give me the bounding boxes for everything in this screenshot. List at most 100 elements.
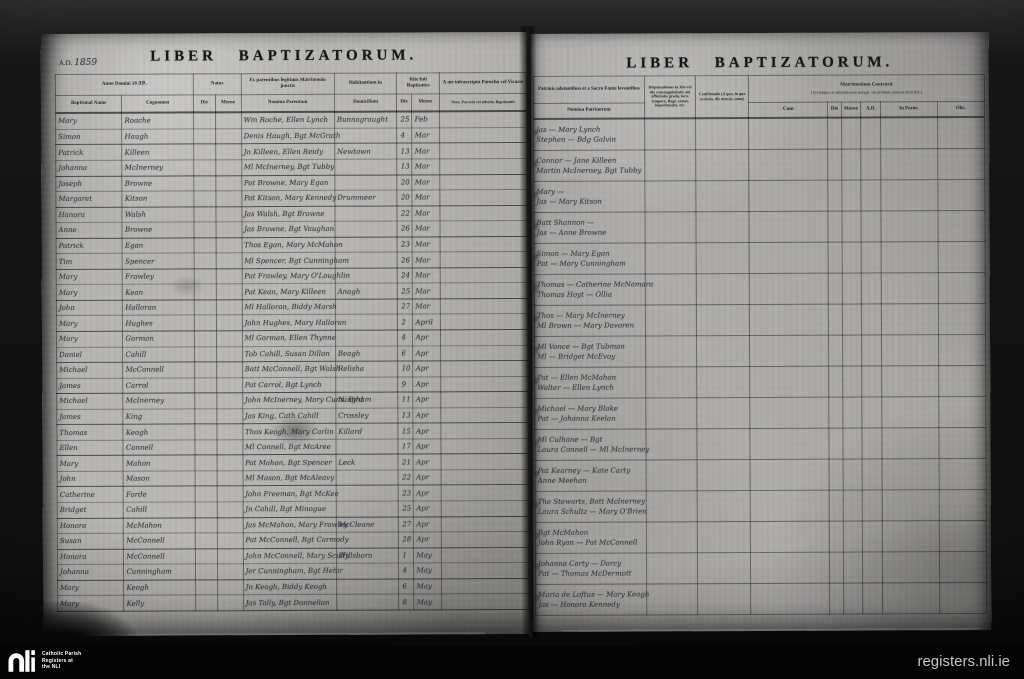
sponsor-row: Thomas — Catherine McNamara Thomas Hoyt —… xyxy=(534,271,986,305)
cell-sponsors: Jas — Mary Lynch Stephen — Bdg Galvin xyxy=(533,118,645,150)
cell-baptized-die: 22 xyxy=(398,469,413,486)
cell-name: Honora xyxy=(57,517,124,534)
cell-minister xyxy=(440,158,527,175)
right-page-title: LIBER BAPTIZATORUM. xyxy=(626,54,894,72)
cell-natus-mense xyxy=(215,112,242,129)
header-marriage-ad: A.D. xyxy=(860,101,881,118)
sponsor-row: Pat Kearney — Kate Carty Anne Meehan xyxy=(535,457,987,491)
cell-parents: Ml Halloran, Biddy Marsh xyxy=(241,299,337,316)
cell-baptized-die: 20 xyxy=(397,174,412,191)
header-confirmatio: Confirmatio (A quo, in qua ecclesia, die… xyxy=(695,75,749,119)
cell-name: Mary xyxy=(57,455,124,472)
cell-baptized-mense: Mar xyxy=(411,158,441,175)
cell-domicile xyxy=(334,221,398,238)
cell-parish xyxy=(881,272,938,304)
cell-parents: Jn Keogh, Biddy Keogh xyxy=(243,579,337,596)
cell-baptized-mense: April xyxy=(411,314,441,330)
baptism-row: Michael McInerney John McInerney, Mary Cun… xyxy=(56,391,528,410)
cell-surname: McMahon xyxy=(123,517,196,534)
cell-confirmation xyxy=(696,149,749,181)
left-page-title: LIBER BAPTIZATORUM. xyxy=(150,47,418,65)
cell-obs xyxy=(937,178,985,211)
cell-minister xyxy=(440,376,528,393)
cell-domicile xyxy=(335,438,399,455)
cell-minister xyxy=(440,205,528,222)
cell-surname: Spencer xyxy=(122,253,195,270)
header-marriage-die: Die xyxy=(827,102,842,118)
cell-natus-mense xyxy=(216,439,243,456)
cell-natus-die xyxy=(194,253,216,269)
cell-baptized-mense: Apr xyxy=(412,345,441,362)
cell-name: Ellen xyxy=(56,440,124,456)
cell-confirmation xyxy=(696,180,750,212)
cell-ad xyxy=(861,241,882,273)
header-natus-die: Die xyxy=(193,94,216,113)
cell-name: Johanna xyxy=(55,160,123,177)
cell-minister xyxy=(441,422,528,439)
baptism-row: James Carrol Pat Carrol, Bgt Lynch 9 Apr xyxy=(56,376,528,394)
sponsor-line: Laura Connell — Ml McInerney xyxy=(537,444,650,454)
cell-ad xyxy=(862,427,883,459)
left-page-bottom-edge xyxy=(55,632,486,637)
cell-parish xyxy=(882,458,939,490)
cell-parents: Ml Gorman, Ellen Thynne xyxy=(242,330,336,347)
sponsor-line: Jas — Mary Kitson xyxy=(536,197,602,206)
cell-cum xyxy=(750,427,830,460)
cell-surname: Killeen xyxy=(122,144,194,161)
baptism-row: Joseph Browne Pat Browne, Mary Egan 20 Mar xyxy=(55,174,527,192)
cell-parents: Thos Egan, Mary McMahon xyxy=(241,237,343,253)
cell-surname: Forde xyxy=(123,486,196,503)
cell-baptized-mense: Mar xyxy=(411,252,441,268)
cell-baptized-mense: Mar xyxy=(411,205,441,222)
cell-name: Mary xyxy=(57,595,125,612)
cell-ad xyxy=(862,582,883,614)
cell-baptized-mense: Mar xyxy=(411,267,441,284)
baptism-row: Johanna McInerney Ml McInerney, Bgt Tubby 1… xyxy=(55,158,527,177)
cell-natus-die xyxy=(194,330,217,347)
cell-natus-mense xyxy=(215,144,242,160)
cell-minister xyxy=(439,142,527,159)
cell-domicile: Bunnagraught xyxy=(334,111,398,129)
cell-minister xyxy=(439,110,527,128)
cell-dispensations xyxy=(645,397,698,429)
cell-parents: Ml Connell, Bgt McAree xyxy=(242,439,336,456)
cell-confirmation xyxy=(697,552,751,584)
cell-baptized-die: 4 xyxy=(397,127,412,144)
cell-minister xyxy=(440,282,528,299)
sponsor-line: Jas — Honora Kennedy xyxy=(538,600,620,609)
cell-surname: Cahill xyxy=(123,501,196,518)
baptism-row: Mary Frawley Pat Frawley, Mary O'Loughlin 2… xyxy=(56,267,528,285)
cell-natus-mense xyxy=(216,392,243,409)
left-table-header: Anno Domini 18 59. Natus Ex parentibus l… xyxy=(55,72,527,114)
header-natus: Natus xyxy=(193,73,241,95)
cell-natus-die xyxy=(194,408,217,425)
cell-minister xyxy=(441,469,529,486)
cell-baptized-die: 13 xyxy=(397,143,412,160)
header-dispensationes: Dispensationes in 3tio vel 4to consangui… xyxy=(644,75,696,119)
left-table-body: Mary Roache Wm Roche, Ellen Lynch Bunnagrau… xyxy=(55,110,529,612)
cell-minister xyxy=(440,236,528,253)
cell-domicile: Beagh xyxy=(335,345,399,362)
cell-sponsors: Thomas — Catherine McNamara Thomas Hoyt —… xyxy=(534,273,653,305)
cell-baptized-die: 15 xyxy=(398,423,413,439)
sponsor-row: Jas — Mary Lynch Stephen — Bdg Galvin xyxy=(533,116,985,150)
cell-cum xyxy=(749,303,829,336)
cell-baptized-die: 8 xyxy=(399,594,414,611)
cell-natus-mense xyxy=(216,361,243,378)
baptism-row: John Halloran Ml Halloran, Biddy Marsh 27 Ma… xyxy=(56,298,528,316)
cell-minister xyxy=(441,438,529,455)
cell-die xyxy=(829,489,843,521)
cell-die xyxy=(828,334,843,366)
sponsor-row: Connor — Jane Killeen Martin McInerney, B… xyxy=(533,147,985,181)
cell-minister xyxy=(440,174,527,190)
cell-parents: Jas Browne, Bgt Vaughan xyxy=(241,221,335,238)
sponsor-line: Connor — Jane Killeen xyxy=(536,156,617,165)
cell-baptized-die: 24 xyxy=(397,267,412,284)
cell-natus-mense xyxy=(216,470,243,487)
cell-surname: Browne xyxy=(122,222,195,238)
cell-sponsors: Batt Shannon — Jas — Anne Browne xyxy=(533,211,646,243)
cell-cum xyxy=(750,489,830,522)
cell-obs xyxy=(937,116,985,149)
cell-cum xyxy=(749,272,829,305)
cell-obs xyxy=(937,271,986,304)
